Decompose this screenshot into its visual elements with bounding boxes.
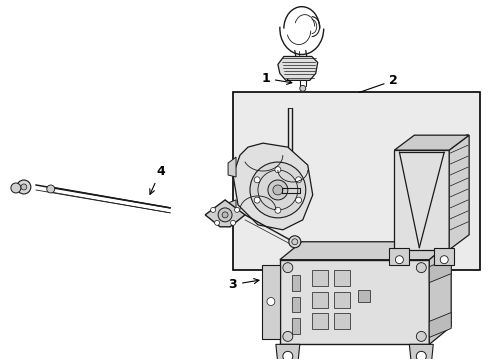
Polygon shape	[262, 265, 279, 339]
Polygon shape	[428, 312, 450, 337]
Circle shape	[299, 85, 305, 91]
Circle shape	[218, 208, 232, 222]
Bar	[357, 289, 369, 302]
Polygon shape	[394, 135, 468, 150]
Polygon shape	[388, 248, 408, 265]
Bar	[233, 92, 479, 270]
Text: 3: 3	[228, 278, 259, 291]
Circle shape	[282, 332, 292, 341]
Text: 2: 2	[359, 74, 397, 93]
Circle shape	[266, 298, 274, 306]
Circle shape	[274, 167, 280, 173]
Polygon shape	[275, 345, 299, 360]
Circle shape	[272, 185, 282, 195]
Circle shape	[249, 162, 305, 218]
Polygon shape	[394, 150, 448, 250]
Circle shape	[415, 332, 426, 341]
Polygon shape	[428, 242, 450, 345]
Bar	[333, 314, 349, 329]
Circle shape	[274, 207, 280, 213]
Polygon shape	[233, 143, 312, 230]
Bar	[291, 319, 299, 334]
Polygon shape	[448, 135, 468, 250]
Circle shape	[210, 207, 215, 212]
Polygon shape	[279, 242, 450, 260]
Circle shape	[439, 256, 447, 264]
Polygon shape	[408, 345, 432, 360]
Circle shape	[214, 220, 219, 225]
Circle shape	[282, 263, 292, 273]
Polygon shape	[227, 157, 236, 177]
Polygon shape	[433, 248, 453, 265]
Polygon shape	[205, 200, 244, 227]
Circle shape	[47, 185, 55, 193]
Text: 4: 4	[149, 165, 164, 194]
Polygon shape	[428, 258, 450, 283]
Bar	[333, 292, 349, 307]
Bar	[311, 314, 327, 329]
Circle shape	[222, 212, 227, 218]
Bar	[311, 270, 327, 285]
Circle shape	[267, 180, 287, 200]
Bar	[291, 275, 299, 291]
Polygon shape	[227, 200, 236, 213]
Bar	[279, 260, 428, 345]
Circle shape	[295, 197, 301, 203]
Circle shape	[291, 239, 297, 245]
Circle shape	[288, 236, 300, 248]
Circle shape	[415, 351, 426, 360]
Circle shape	[254, 177, 260, 183]
Text: 1: 1	[261, 72, 291, 85]
Polygon shape	[277, 57, 317, 80]
Circle shape	[295, 177, 301, 183]
Circle shape	[21, 184, 27, 190]
Circle shape	[282, 351, 292, 360]
Circle shape	[234, 207, 239, 212]
Circle shape	[11, 183, 21, 193]
Bar	[333, 270, 349, 285]
Circle shape	[395, 256, 403, 264]
Circle shape	[254, 197, 260, 203]
Bar	[311, 292, 327, 307]
Circle shape	[230, 220, 235, 225]
Circle shape	[415, 263, 426, 273]
Bar	[291, 297, 299, 312]
Circle shape	[17, 180, 31, 194]
